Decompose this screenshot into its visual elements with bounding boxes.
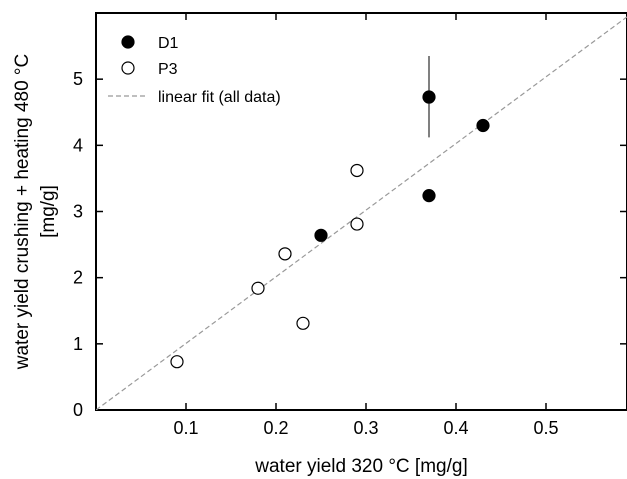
data-point-d1 — [422, 189, 436, 203]
data-point-d1 — [422, 90, 436, 104]
y-axis-title-line-1: water yield crushing + heating 480 °C — [12, 54, 33, 370]
data-point-p3 — [170, 355, 184, 369]
legend-marker-p3 — [121, 61, 135, 75]
y-tick-label: 4 — [73, 135, 83, 155]
data-point-p3 — [278, 247, 292, 261]
y-tick-label: 5 — [73, 69, 83, 89]
fit-line-group — [96, 16, 627, 410]
legend-label-p3: P3 — [158, 61, 178, 78]
legend: D1 P3 linear fit (all data) — [108, 35, 281, 106]
data-point-p3 — [296, 316, 310, 330]
y-tick-label: 2 — [73, 268, 83, 288]
data-point-p3 — [350, 163, 364, 178]
tick-layer: 0.1 0.2 0.3 0.4 0.5 0 1 2 3 4 5 — [73, 13, 627, 438]
x-axis-title: water yield 320 °C [mg/g] — [254, 456, 467, 477]
data-point-d1 — [476, 118, 490, 133]
axis-labels: water yield 320 °C [mg/g] water yield cru… — [12, 54, 468, 477]
x-tick-label: 0.2 — [263, 418, 288, 438]
legend-label-fit: linear fit (all data) — [158, 89, 281, 106]
x-tick-label: 0.1 — [173, 418, 198, 438]
y-axis-title-line-2: [mg/g] — [38, 185, 59, 238]
x-tick-label: 0.4 — [443, 418, 468, 438]
x-tick-label: 0.3 — [353, 418, 378, 438]
marks-layer — [96, 16, 627, 410]
legend-label-d1: D1 — [158, 35, 179, 52]
data-point-p3 — [251, 281, 265, 295]
data-point-p3 — [350, 217, 364, 231]
x-tick-label: 0.5 — [533, 418, 558, 438]
y-tick-label: 3 — [73, 202, 83, 222]
y-tick-label: 0 — [73, 400, 83, 420]
linear-fit-line — [96, 16, 627, 410]
data-point-d1 — [314, 228, 328, 242]
legend-marker-d1 — [121, 35, 135, 49]
y-tick-label: 1 — [73, 334, 83, 354]
